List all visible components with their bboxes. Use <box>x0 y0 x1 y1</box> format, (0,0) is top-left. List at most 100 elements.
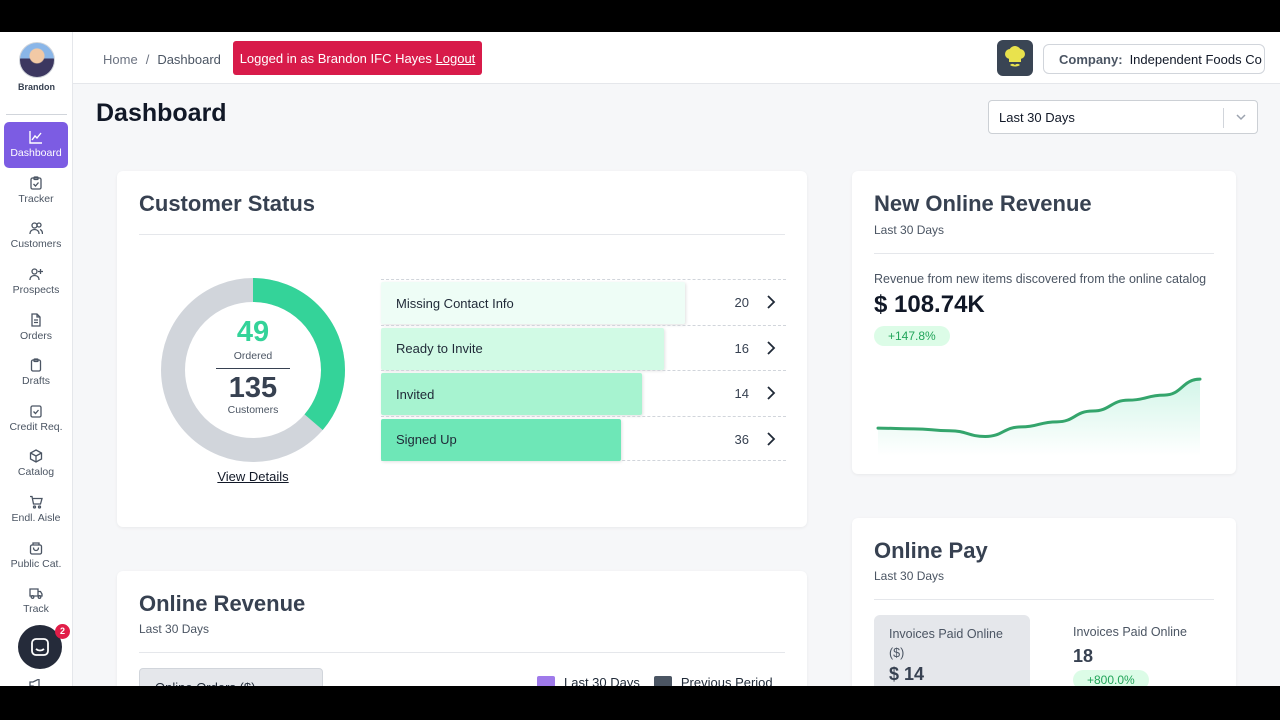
app-window: Brandon Dashboard Tracker Customers Pros… <box>0 32 1280 686</box>
sidebar: Brandon Dashboard Tracker Customers Pros… <box>0 32 73 686</box>
online-revenue-card: Online Revenue Last 30 Days Online Order… <box>117 571 807 686</box>
sparkline-area <box>878 379 1200 456</box>
breadcrumb-current: Dashboard <box>157 52 221 67</box>
sidebar-item-dashboard[interactable]: Dashboard <box>4 122 68 168</box>
sidebar-item-label: Orders <box>19 329 53 342</box>
divider <box>139 652 785 653</box>
funnel-bar: Signed Up <box>381 418 622 461</box>
date-range-value: Last 30 Days <box>999 109 1075 125</box>
sidebar-nav: Dashboard Tracker Customers Prospects Or… <box>4 122 68 624</box>
page-title: Dashboard <box>96 99 227 127</box>
legend-label-last-30-days: Last 30 Days <box>564 675 640 686</box>
sidebar-item-label: Dashboard <box>10 147 62 160</box>
breadcrumb-home-link[interactable]: Home <box>103 52 138 67</box>
impersonation-text: Logged in as Brandon IFC Hayes <box>239 50 436 66</box>
megaphone-icon[interactable] <box>29 676 43 686</box>
chat-launcher-button[interactable] <box>18 625 62 669</box>
notification-badge: 2 <box>55 624 70 639</box>
donut-divider <box>216 368 290 369</box>
online-pay-card: Online Pay Last 30 Days Invoices Paid On… <box>852 518 1236 686</box>
sidebar-item-label: Track <box>23 603 49 616</box>
sidebar-item-track[interactable]: Track <box>4 578 68 624</box>
chat-icon <box>31 638 49 656</box>
user-profile[interactable]: Brandon <box>0 42 73 92</box>
metric-highlight-box <box>874 615 1030 686</box>
sparkline-line <box>876 377 1202 438</box>
change-badge: +800.0% <box>1073 670 1149 686</box>
revenue-sparkline <box>876 377 1202 456</box>
revenue-description: Revenue from new items discovered from t… <box>874 272 1207 286</box>
customer-status-card: Customer Status 49 Ordered 135 Customers… <box>117 171 807 527</box>
funnel-count: 36 <box>734 431 749 447</box>
legend-swatch <box>653 675 672 686</box>
customer-status-donut <box>161 278 345 462</box>
sidebar-item-catalog[interactable]: Catalog <box>4 441 68 487</box>
legend-swatch <box>537 675 555 686</box>
company-label: Company: <box>1059 51 1123 67</box>
shopping-bag-icon <box>29 541 43 555</box>
sidebar-item-endless-aisle[interactable]: Endl. Aisle <box>4 487 68 533</box>
chevron-right-icon[interactable] <box>766 295 776 314</box>
sidebar-divider <box>6 114 67 115</box>
company-name: Independent Foods Co <box>1129 51 1262 67</box>
metric-value: $ 14 <box>889 664 925 684</box>
chevron-right-icon[interactable] <box>766 431 776 451</box>
chevron-right-icon[interactable] <box>766 340 776 360</box>
card-title: New Online Revenue <box>874 191 1092 216</box>
funnel-row-missing-contact-info[interactable]: Missing Contact Info 20 <box>381 279 786 325</box>
sidebar-item-label: Prospects <box>12 284 60 297</box>
donut-ordered-arc <box>161 278 345 462</box>
divider <box>874 253 1214 254</box>
status-funnel: Missing Contact Info 20 Ready to Invite … <box>381 279 786 461</box>
card-subtitle: Last 30 Days <box>139 622 210 636</box>
metric-label: Invoices Paid Online ($) <box>889 627 1003 660</box>
sidebar-item-drafts[interactable]: Drafts <box>4 350 68 396</box>
logout-link[interactable]: Logout <box>435 50 476 66</box>
top-bar: Home / Dashboard Logged in as Brandon IF… <box>73 32 1280 84</box>
card-subtitle: Last 30 Days <box>874 569 945 583</box>
sidebar-item-label: Credit Req. <box>9 420 63 433</box>
funnel-bar: Ready to Invite <box>381 327 664 370</box>
metric-value: 18 <box>1073 646 1094 666</box>
card-title: Online Revenue <box>139 591 306 616</box>
select-divider <box>1223 108 1224 128</box>
view-details-link[interactable]: View Details <box>217 469 289 484</box>
sidebar-item-prospects[interactable]: Prospects <box>4 259 68 305</box>
funnel-count: 14 <box>734 386 749 401</box>
funnel-bar: Missing Contact Info <box>381 282 685 324</box>
clipboard-check-icon <box>29 404 43 418</box>
sidebar-item-label: Tracker <box>18 192 54 205</box>
revenue-amount: $ 108.74K <box>874 291 985 318</box>
cube-icon <box>29 449 43 464</box>
ordered-label: Ordered <box>233 350 273 362</box>
user-name: Brandon <box>18 82 55 92</box>
sidebar-item-public-catalog[interactable]: Public Cat. <box>4 532 68 578</box>
sidebar-item-label: Public Cat. <box>10 557 62 570</box>
funnel-row-ready-to-invite[interactable]: Ready to Invite 16 <box>381 324 786 371</box>
funnel-count: 16 <box>734 340 749 356</box>
clipboard-icon <box>29 358 43 372</box>
breadcrumb: Home / Dashboard <box>103 52 221 67</box>
sidebar-item-orders[interactable]: Orders <box>4 304 68 350</box>
chart-legend: Last 30 Days Previous Period <box>537 675 773 686</box>
customers-label: Customers <box>227 404 279 416</box>
breadcrumb-separator: / <box>145 52 150 67</box>
tab-online-orders[interactable]: Online Orders ($) <box>139 668 323 686</box>
legend-label-previous-period: Previous Period <box>680 675 773 686</box>
divider <box>874 599 1214 600</box>
company-selector[interactable]: Company: Independent Foods Co <box>1043 44 1265 74</box>
sidebar-item-tracker[interactable]: Tracker <box>4 168 68 214</box>
sidebar-item-customers[interactable]: Customers <box>4 213 68 259</box>
sidebar-item-credit-requests[interactable]: Credit Req. <box>4 396 68 442</box>
clipboard-check-icon <box>29 176 43 190</box>
cart-icon <box>29 495 43 509</box>
sidebar-item-label: Customers <box>10 238 62 251</box>
funnel-row-invited[interactable]: Invited 14 <box>381 370 786 416</box>
avatar[interactable] <box>18 42 55 78</box>
users-icon <box>29 221 43 235</box>
date-range-select[interactable]: Last 30 Days <box>988 100 1258 134</box>
funnel-row-signed-up[interactable]: Signed Up 36 <box>381 415 786 461</box>
chart-line-icon <box>29 130 43 144</box>
chevron-right-icon[interactable] <box>766 386 776 405</box>
funnel-count: 20 <box>734 295 749 310</box>
